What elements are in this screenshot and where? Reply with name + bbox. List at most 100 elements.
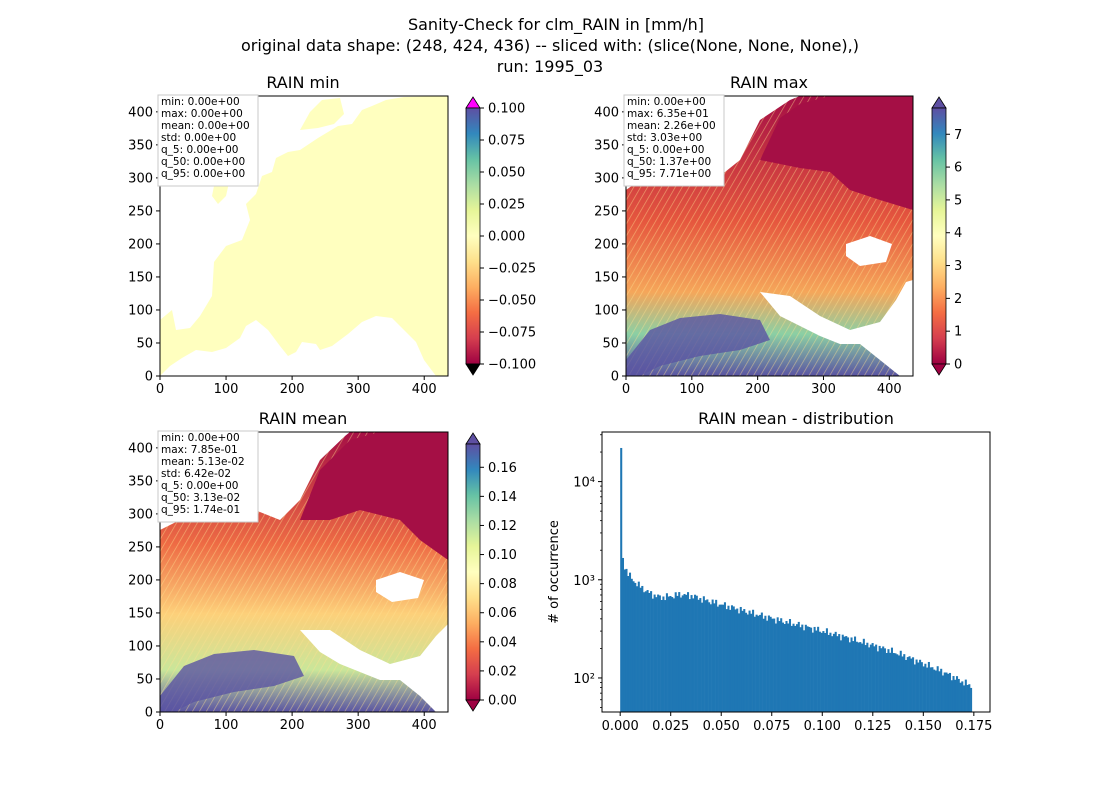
x-tick-label: 400 xyxy=(412,382,437,397)
histogram-bar xyxy=(715,599,718,712)
histogram-bar xyxy=(908,656,911,712)
histogram-bar xyxy=(657,594,660,712)
y-tick-label: 10³ xyxy=(573,574,595,589)
panel-rain-min: RAIN min 0 100 200 300 400 0 50 100 150 200 250 30… xyxy=(128,73,536,397)
histogram-bar xyxy=(957,678,960,712)
histogram-bar xyxy=(934,670,937,712)
histogram-bar xyxy=(732,606,735,712)
colorbar-extend-top xyxy=(931,96,947,109)
stats-line: mean: 0.00e+00 xyxy=(161,120,250,132)
histogram-bar xyxy=(623,569,626,712)
x-tick-label: 0.025 xyxy=(652,719,689,734)
histogram-bar xyxy=(970,687,973,712)
x-tick-label: 0.150 xyxy=(905,719,942,734)
histogram-bar xyxy=(790,625,793,712)
histogram-bar xyxy=(831,636,834,712)
title-line-1: Sanity-Check for clm_RAIN in [mm/h] xyxy=(408,15,704,35)
histogram-bar xyxy=(760,612,763,712)
histogram-bar xyxy=(752,609,755,712)
histogram-bar xyxy=(704,600,707,712)
stats-line: q_95: 7.71e+00 xyxy=(627,168,711,180)
histogram-bar xyxy=(843,636,846,712)
histogram-bar xyxy=(734,609,737,712)
histogram-bar xyxy=(757,615,760,712)
stats-line: q_5: 0.00e+00 xyxy=(161,480,238,492)
histogram-bar xyxy=(781,622,784,712)
histogram-bar xyxy=(963,685,966,712)
x-tick-label: 200 xyxy=(745,382,770,397)
histogram-bar xyxy=(778,621,781,712)
histogram-bar xyxy=(660,599,663,712)
histogram-bar xyxy=(961,681,964,712)
colorbar-tick-label: 0.06 xyxy=(488,606,517,621)
histogram-bar xyxy=(748,610,751,712)
x-tick-label: 0 xyxy=(156,382,164,397)
histogram-bar xyxy=(669,596,672,712)
histogram-bar xyxy=(762,618,765,712)
histogram-bar xyxy=(665,593,668,712)
title-line-2: original data shape: (248, 424, 436) -- … xyxy=(241,36,859,55)
histogram-bar xyxy=(634,582,637,712)
colorbar-extend-top xyxy=(465,96,481,109)
histogram-bar xyxy=(952,676,955,712)
colorbar-tick-label: 1 xyxy=(954,325,962,340)
histogram-bar xyxy=(854,636,857,712)
histogram-bar xyxy=(737,613,741,712)
stats-line: mean: 2.26e+00 xyxy=(627,120,716,132)
y-tick-label: 350 xyxy=(128,138,153,153)
histogram-bar xyxy=(827,634,830,712)
histogram-bar xyxy=(839,640,843,712)
histogram-bar xyxy=(933,669,936,712)
black-sea-mask xyxy=(376,572,424,602)
axes-frame xyxy=(601,431,991,713)
x-tick-label: 400 xyxy=(877,382,902,397)
x-tick-label: 0.125 xyxy=(854,719,891,734)
x-tick-label: 300 xyxy=(811,382,836,397)
histogram-bar xyxy=(713,603,716,712)
histogram-bar xyxy=(681,595,684,712)
histogram-bar xyxy=(788,619,792,712)
histogram-bar xyxy=(834,631,837,712)
histogram-bar xyxy=(783,624,786,712)
histogram-bar xyxy=(706,599,709,712)
histogram-bar xyxy=(873,646,876,712)
y-tick-label: 100 xyxy=(594,303,619,318)
x-tick-label: 0.050 xyxy=(703,719,740,734)
colorbar-tick-label: 4 xyxy=(954,226,962,241)
histogram-bar xyxy=(896,654,899,712)
histogram-bar xyxy=(845,636,848,712)
histogram-bar xyxy=(653,594,656,712)
x-tick-label: 0.100 xyxy=(804,719,841,734)
histogram-bar xyxy=(887,649,890,712)
histogram-bar xyxy=(869,644,872,712)
histogram-bar xyxy=(641,585,644,712)
histogram-bar xyxy=(796,624,799,712)
histogram-bar xyxy=(632,581,635,712)
y-axis: 0 50 100 150 200 250 300 350 400 xyxy=(128,105,160,385)
y-tick-label: 400 xyxy=(128,441,153,456)
histogram-bar xyxy=(711,599,714,712)
histogram-bar xyxy=(804,624,807,712)
colorbar-tick-label: 0 xyxy=(954,358,962,373)
histogram-bar xyxy=(806,626,809,712)
histogram-bar xyxy=(702,596,705,712)
colorbar-extend-bottom xyxy=(931,363,947,376)
histogram-bar xyxy=(897,655,901,712)
y-tick-label: 0 xyxy=(145,706,153,721)
histogram-bar xyxy=(628,572,632,712)
y-tick-label: 300 xyxy=(128,507,153,522)
histogram-bar xyxy=(662,596,665,712)
land-scandinavia xyxy=(300,98,344,130)
y-tick-label: 300 xyxy=(594,171,619,186)
histogram-bar xyxy=(780,618,783,712)
y-tick-label: 10⁴ xyxy=(573,476,595,491)
histogram-bar xyxy=(745,612,748,712)
histogram-bar xyxy=(912,657,915,712)
histogram-bar xyxy=(924,663,927,712)
stats-line: min: 0.00e+00 xyxy=(161,432,240,444)
colorbar-gradient xyxy=(465,107,481,365)
north-africa-high xyxy=(160,650,304,712)
histogram-bar xyxy=(671,597,674,712)
